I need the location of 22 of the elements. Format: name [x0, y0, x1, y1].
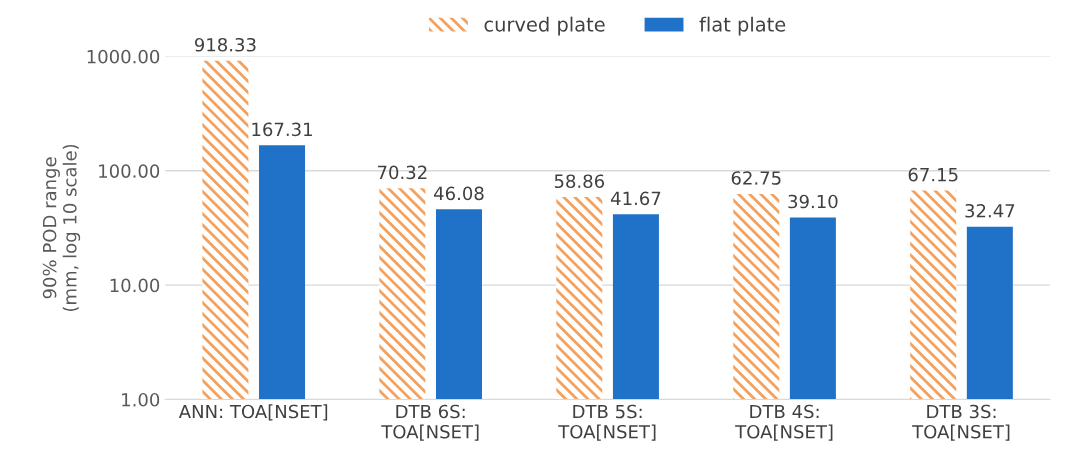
y-tick-label: 10.00 — [110, 278, 160, 293]
y-tick-label: 1.00 — [122, 392, 160, 407]
y-tick-label: 100.00 — [99, 164, 160, 178]
data-label: 62.75 — [731, 171, 781, 185]
y-axis-title: 90% POD range (mm, log 10 scale) — [42, 144, 81, 312]
x-tick-label: DTB 6S: TOA[NSET] — [381, 404, 479, 441]
x-tick-label: DTB 5S: TOA[NSET] — [558, 404, 656, 441]
data-label: 58.86 — [554, 174, 605, 189]
data-label: 32.47 — [965, 203, 1015, 218]
x-tick-label: DTB 3S: TOA[NSET] — [912, 404, 1010, 441]
data-label: 918.33 — [194, 37, 256, 52]
legend-label: flat plate — [699, 16, 786, 36]
x-tick-label: DTB 4S: TOA[NSET] — [735, 404, 833, 441]
data-label: 167.31 — [252, 122, 312, 137]
x-tick-label: ANN: TOA[NSET] — [178, 404, 328, 421]
data-label: 46.08 — [434, 186, 484, 201]
data-label: 39.10 — [788, 194, 838, 209]
legend-label: curved plate — [484, 16, 605, 36]
data-label: 41.67 — [610, 191, 661, 206]
data-label: 70.32 — [377, 165, 427, 180]
data-label: 67.15 — [908, 167, 958, 182]
y-tick-label: 1000.00 — [87, 49, 160, 64]
